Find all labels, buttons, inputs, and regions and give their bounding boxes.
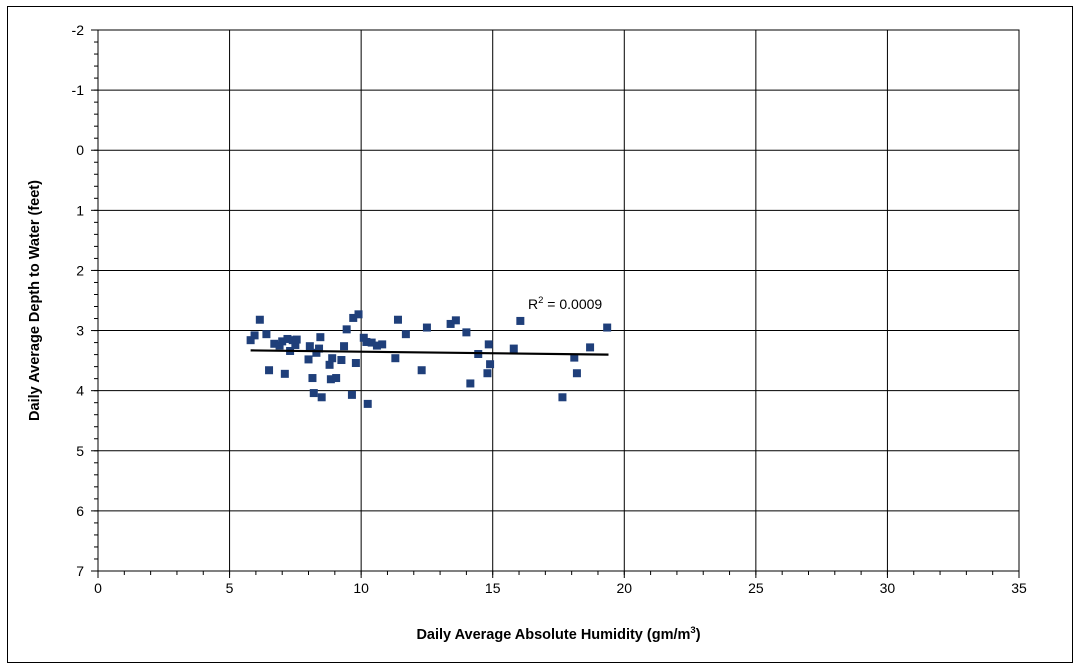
data-point: [292, 335, 301, 344]
data-point: [278, 337, 287, 346]
r2-superscript: 2: [538, 295, 543, 306]
data-point: [326, 375, 335, 384]
x-tick-label: 35: [1011, 580, 1027, 596]
data-point: [349, 313, 358, 322]
data-point: [359, 333, 368, 342]
data-point: [570, 353, 579, 362]
data-point: [280, 369, 289, 378]
data-point: [354, 310, 363, 319]
data-point: [572, 369, 581, 378]
y-tick-label: -2: [72, 22, 85, 38]
y-tick-label: -1: [72, 82, 85, 98]
y-axis-title: Daily Average Depth to Water (feet): [27, 180, 43, 421]
data-series: [246, 310, 612, 408]
y-tick-label: 3: [76, 323, 84, 339]
data-point: [332, 374, 341, 383]
data-point: [342, 325, 351, 334]
data-point: [255, 315, 264, 324]
data-point: [446, 319, 455, 328]
data-point: [422, 323, 431, 332]
x-tick-label: 25: [748, 580, 764, 596]
r2-prefix: R: [528, 296, 538, 312]
data-point: [378, 340, 387, 349]
x-tick-label: 10: [353, 580, 369, 596]
data-point: [486, 360, 495, 369]
data-point: [308, 374, 317, 383]
chart-frame: 0 5 10 15 20 25 30 35 -2 -1 0 1 2 3 4 5 6 7 R2 = 0.0009 …: [7, 6, 1073, 663]
plot-area: [97, 29, 1020, 572]
data-point: [451, 316, 460, 325]
data-point: [250, 331, 259, 340]
data-point: [291, 340, 300, 349]
data-point: [351, 359, 360, 368]
data-point: [558, 393, 567, 402]
y-tick-label: 0: [76, 142, 84, 158]
data-point: [246, 336, 255, 345]
r-squared-annotation: R2 = 0.0009: [528, 295, 602, 312]
data-point: [509, 344, 518, 353]
data-point: [275, 341, 284, 350]
data-point: [315, 344, 324, 353]
data-point: [325, 360, 334, 369]
x-tick-labels: 0 5 10 15 20 25 30 35: [94, 580, 1027, 596]
y-tick-label: 2: [76, 262, 84, 278]
x-tick-label: 30: [880, 580, 896, 596]
y-tick-label: 5: [76, 443, 84, 459]
axes: [91, 29, 1020, 578]
data-point: [603, 323, 612, 332]
r2-value: = 0.0009: [543, 296, 602, 312]
data-point: [262, 330, 271, 339]
data-point: [270, 339, 279, 348]
x-axis-title-end: ): [696, 627, 701, 643]
x-axis-title: Daily Average Absolute Humidity (gm/m3): [416, 625, 700, 643]
data-point: [391, 354, 400, 363]
data-point: [372, 341, 381, 350]
x-tick-label: 5: [226, 580, 234, 596]
data-point: [309, 389, 318, 398]
data-point: [340, 342, 349, 351]
y-tick-labels: -2 -1 0 1 2 3 4 5 6 7: [72, 22, 85, 579]
y-tick-label: 6: [76, 503, 84, 519]
x-axis-title-main: Daily Average Absolute Humidity (gm/m: [416, 627, 690, 643]
data-point: [265, 366, 274, 375]
data-point: [363, 399, 372, 408]
data-point: [466, 379, 475, 388]
data-point: [305, 342, 314, 351]
data-point: [417, 366, 426, 375]
data-point: [516, 316, 525, 325]
data-point: [312, 348, 321, 357]
x-tick-label: 20: [616, 580, 632, 596]
data-point: [316, 333, 325, 342]
y-tick-label: 7: [76, 563, 84, 579]
data-point: [304, 355, 313, 364]
x-tick-label: 0: [94, 580, 102, 596]
data-point: [283, 334, 292, 343]
data-point: [317, 393, 326, 402]
x-axis-title-superscript: 3: [690, 625, 695, 636]
data-point: [367, 338, 376, 347]
data-point: [484, 340, 493, 349]
data-point: [347, 390, 356, 399]
data-point: [393, 315, 402, 324]
y-tick-label: 1: [76, 202, 84, 218]
y-tick-label: 4: [76, 383, 84, 399]
data-point: [462, 328, 471, 337]
data-point: [483, 369, 492, 378]
data-point: [362, 337, 371, 346]
data-point: [337, 356, 346, 365]
data-point: [586, 343, 595, 352]
x-tick-label: 15: [485, 580, 501, 596]
trendline: [250, 349, 609, 356]
data-point: [328, 354, 337, 363]
data-point: [401, 330, 410, 339]
